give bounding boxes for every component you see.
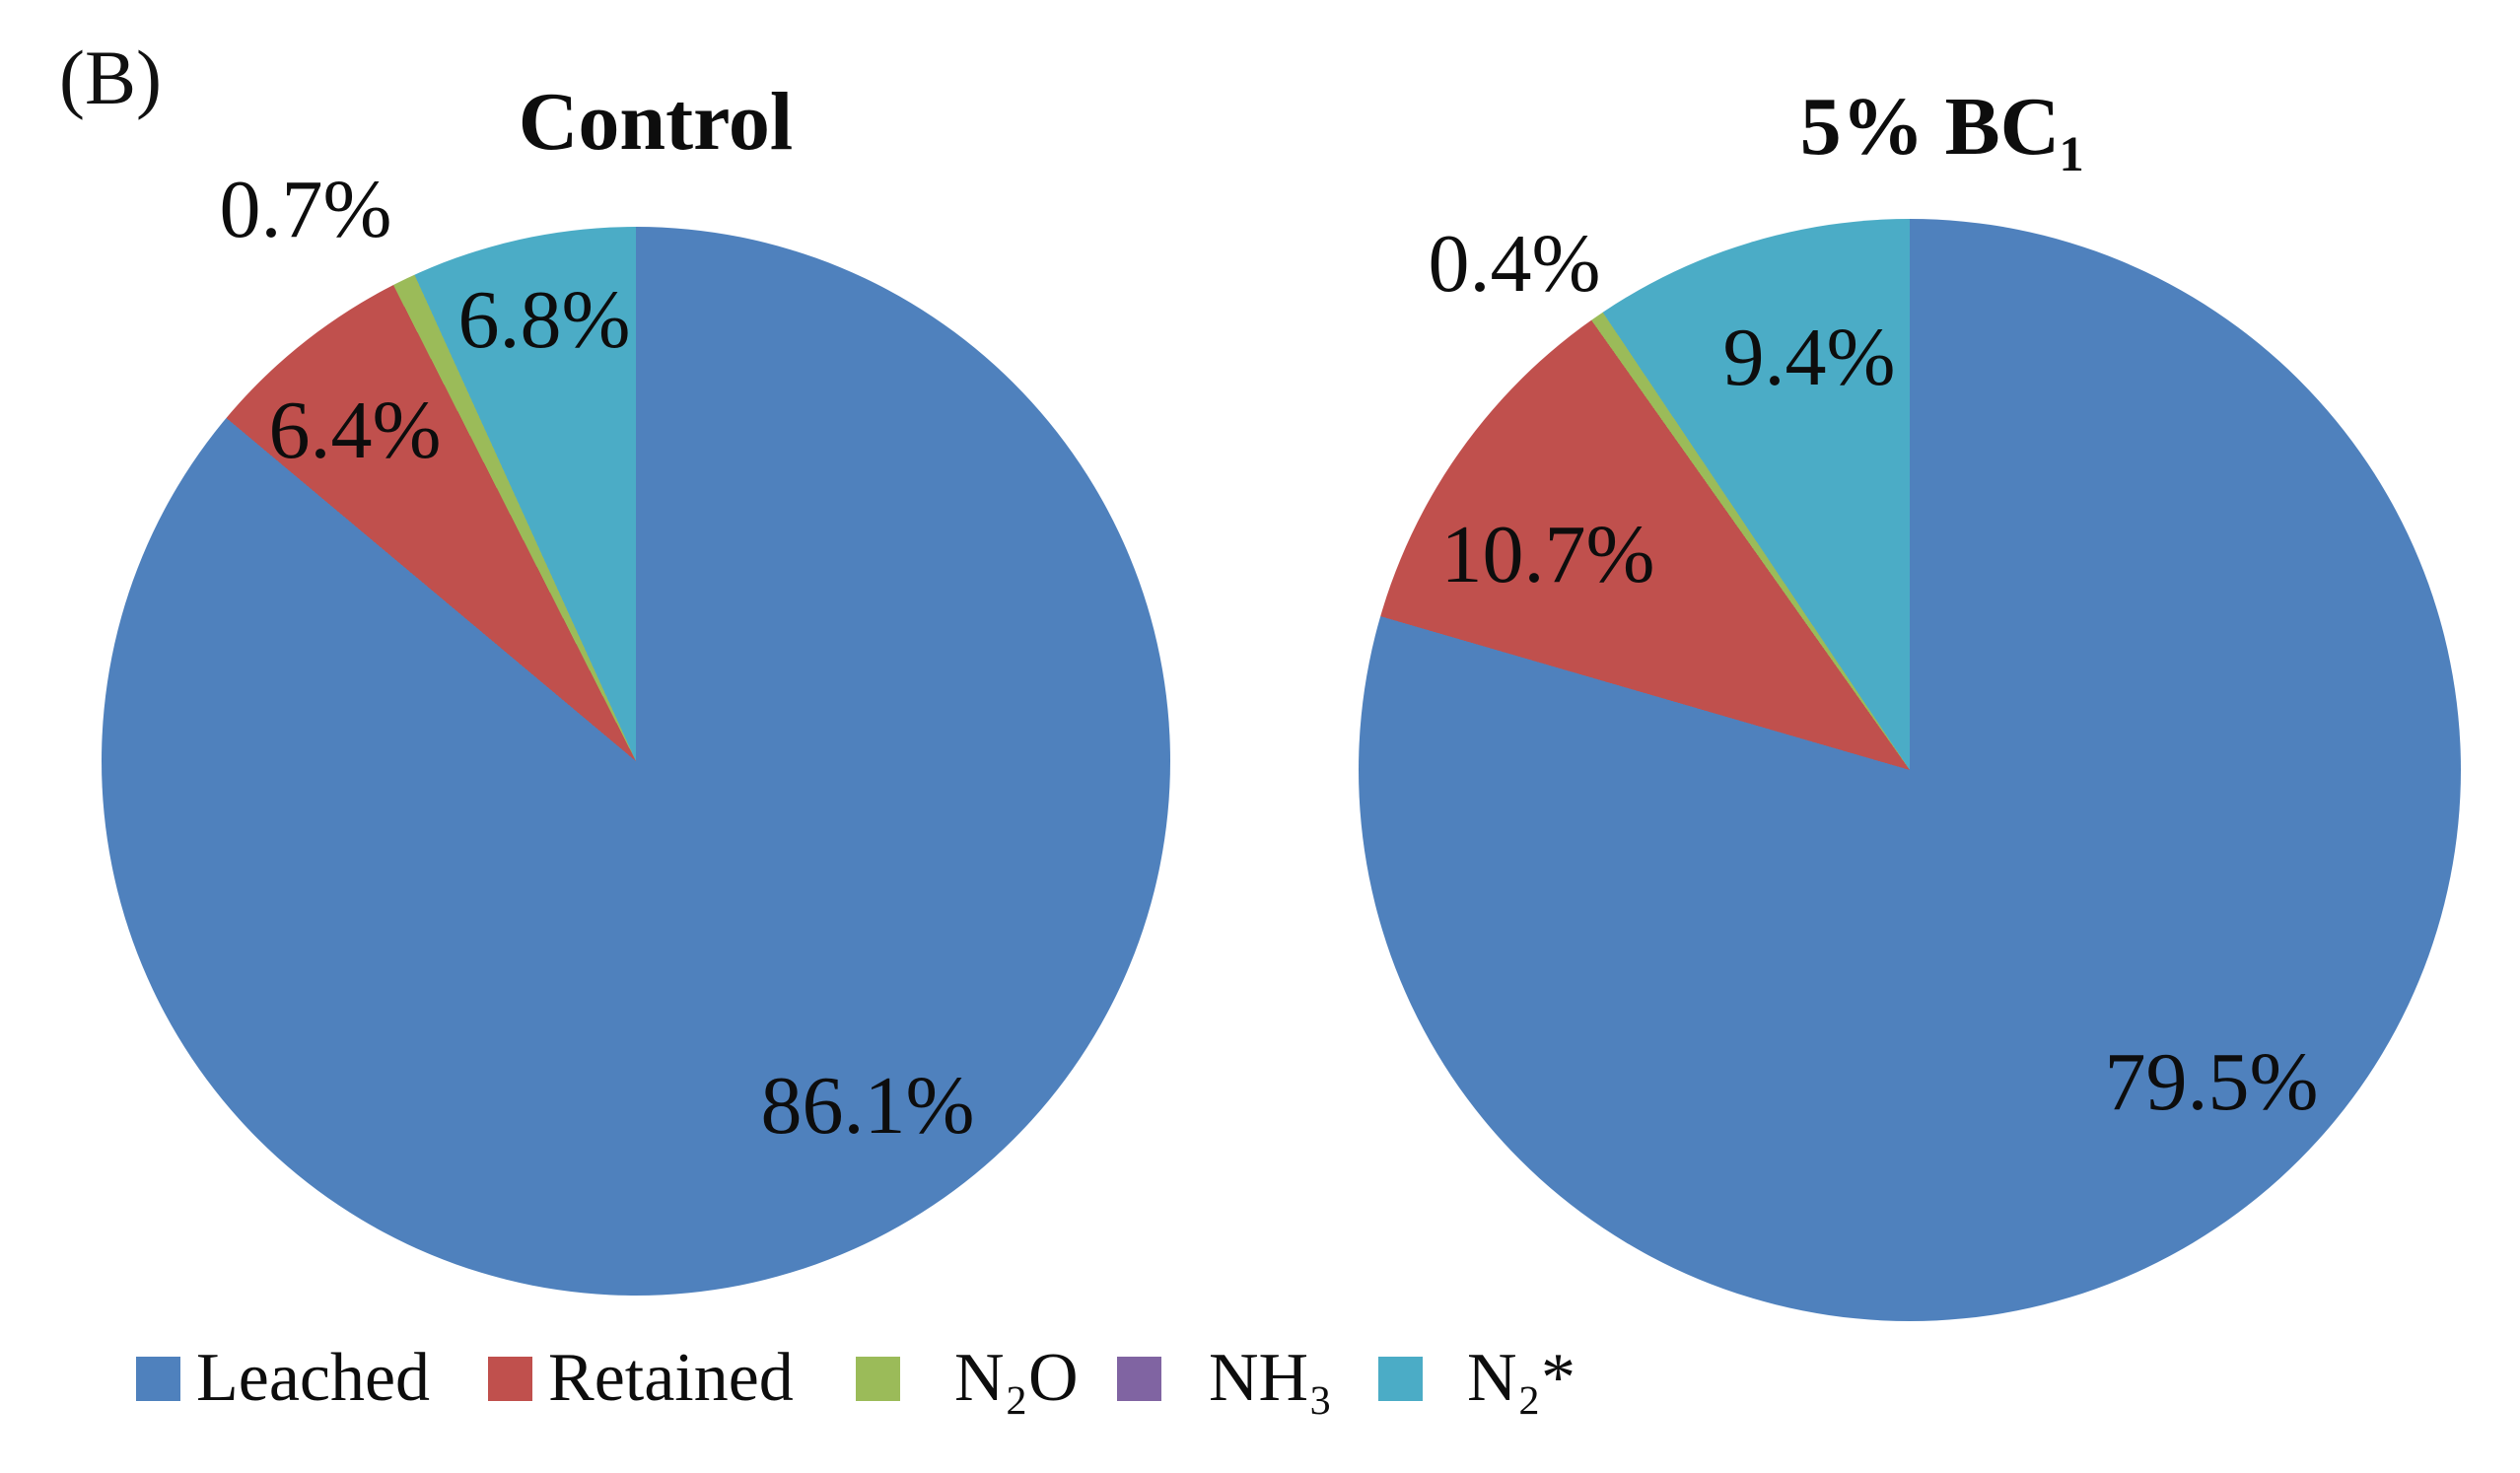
pie-chart-control	[102, 227, 1170, 1296]
legend-label-retained: Retained	[548, 1340, 794, 1416]
legend-item-n2star: N₂*	[1378, 1344, 1575, 1413]
legend-swatch-n2star	[1378, 1356, 1423, 1401]
legend-item-retained: Retained	[488, 1344, 794, 1413]
legend-label-n2star: N₂*	[1467, 1340, 1575, 1416]
legend-item-nh3: NH₃	[1117, 1344, 1333, 1413]
slice-label-bc1-retained: 10.7%	[1440, 509, 1655, 600]
slice-label-control-n2o: 0.7%	[219, 164, 392, 255]
legend-swatch-leached	[136, 1356, 180, 1401]
legend-label-nh3: NH₃	[1209, 1340, 1333, 1416]
legend-swatch-retained	[488, 1356, 532, 1401]
pie-chart-5pct-bc1	[1359, 219, 2461, 1321]
slice-label-bc1-n2o: 0.4%	[1428, 218, 1601, 310]
chart-title-5pct-bc1: 5% BC₁	[1799, 81, 2085, 173]
slice-label-control-n2star: 6.8%	[457, 274, 631, 366]
legend-item-leached: Leached	[136, 1344, 430, 1413]
legend-label-n2o: N₂O	[954, 1340, 1079, 1416]
chart-title-control: Control	[518, 76, 794, 168]
slice-label-control-leached: 86.1%	[760, 1060, 975, 1152]
slice-label-bc1-n2star: 9.4%	[1722, 312, 1896, 403]
slice-label-bc1-leached: 79.5%	[2104, 1036, 2319, 1128]
panel-letter-label: (B)	[59, 35, 162, 120]
legend-label-leached: Leached	[196, 1340, 431, 1416]
slice-label-control-retained: 6.4%	[268, 385, 442, 476]
legend-swatch-nh3	[1117, 1356, 1161, 1401]
legend-item-n2o: N₂O	[856, 1344, 1079, 1413]
legend-swatch-n2o	[856, 1356, 900, 1401]
